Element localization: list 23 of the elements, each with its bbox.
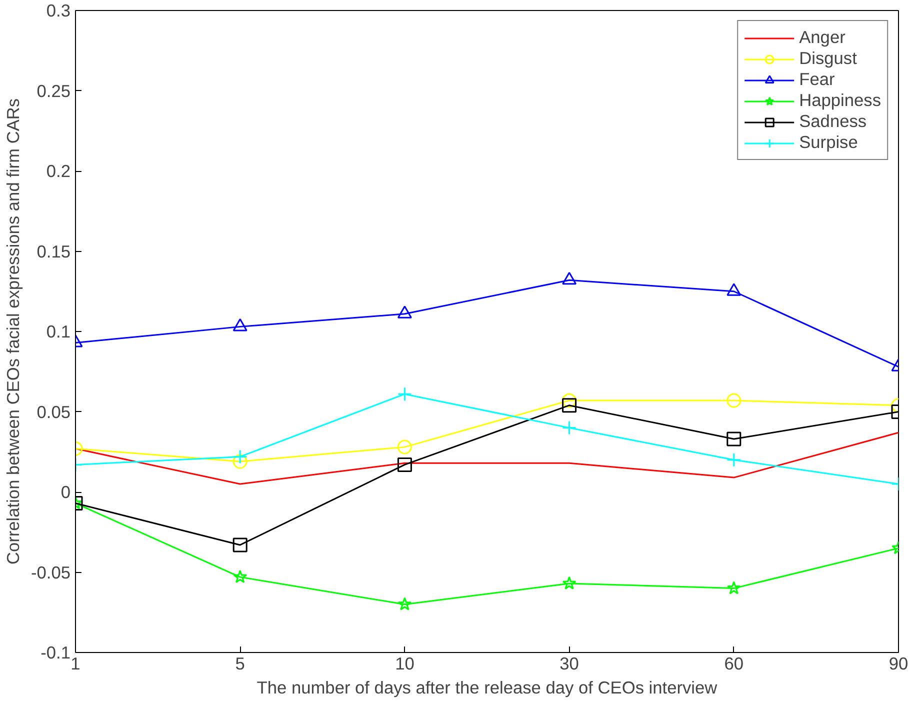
y-axis-title: Correlation between CEOs facial expressions and firm CARs [3, 98, 24, 565]
y-tick-label: 0.25 [36, 80, 71, 101]
y-tick-label: 0.05 [36, 402, 71, 422]
legend-label: Fear [799, 69, 835, 90]
y-tick-label: 0.15 [36, 241, 71, 262]
legend-label: Happiness [799, 90, 881, 111]
y-tick-label: 0.3 [46, 0, 71, 20]
x-tick-label: 90 [888, 654, 908, 674]
x-tick-label: 10 [395, 654, 414, 674]
y-tick-label: 0.2 [46, 161, 71, 181]
legend-label: Sadness [799, 111, 867, 132]
legend-label: Surpise [799, 132, 858, 153]
legend-label: Anger [799, 27, 846, 48]
x-tick-label: 5 [235, 654, 245, 674]
x-tick-label: 60 [724, 654, 744, 674]
x-axis-title: The number of days after the release day of CEOs interview [256, 678, 718, 698]
x-tick-label: 1 [70, 654, 80, 674]
x-tick-label: 30 [560, 654, 579, 674]
y-tick-label: 0 [60, 482, 71, 502]
legend-label: Disgust [799, 48, 857, 69]
y-tick-label: -0.05 [31, 562, 71, 582]
y-tick-label: -0.1 [40, 642, 70, 662]
y-tick-label: 0.1 [46, 322, 71, 342]
